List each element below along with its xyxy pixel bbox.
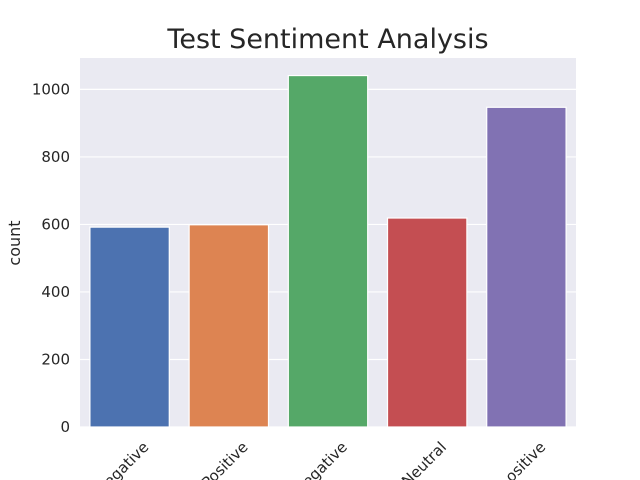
bar bbox=[386, 217, 468, 428]
x-tick-label: Neutral bbox=[398, 438, 450, 480]
chart-title: Test Sentiment Analysis bbox=[166, 24, 488, 55]
y-tick-label: 800 bbox=[41, 148, 70, 166]
x-tick-label: egative bbox=[298, 438, 350, 480]
bar bbox=[188, 224, 270, 428]
bar bbox=[486, 106, 567, 428]
bars bbox=[89, 74, 567, 428]
x-tick-labels: egative Positive egative Neutral ositive bbox=[100, 438, 549, 480]
y-tick-label: 400 bbox=[41, 283, 70, 301]
x-tick-label: Positive bbox=[198, 438, 252, 480]
y-tick-labels: 0 200 400 600 800 1000 bbox=[32, 80, 70, 436]
y-tick-label: 600 bbox=[41, 215, 70, 233]
y-axis-label: count bbox=[5, 220, 24, 265]
x-tick-label: egative bbox=[100, 438, 152, 480]
y-tick-label: 0 bbox=[60, 418, 70, 436]
y-tick-label: 200 bbox=[41, 350, 70, 368]
bar bbox=[287, 74, 369, 428]
y-tick-label: 1000 bbox=[32, 80, 70, 98]
x-tick-label: ositive bbox=[502, 438, 550, 480]
bar bbox=[89, 226, 170, 428]
